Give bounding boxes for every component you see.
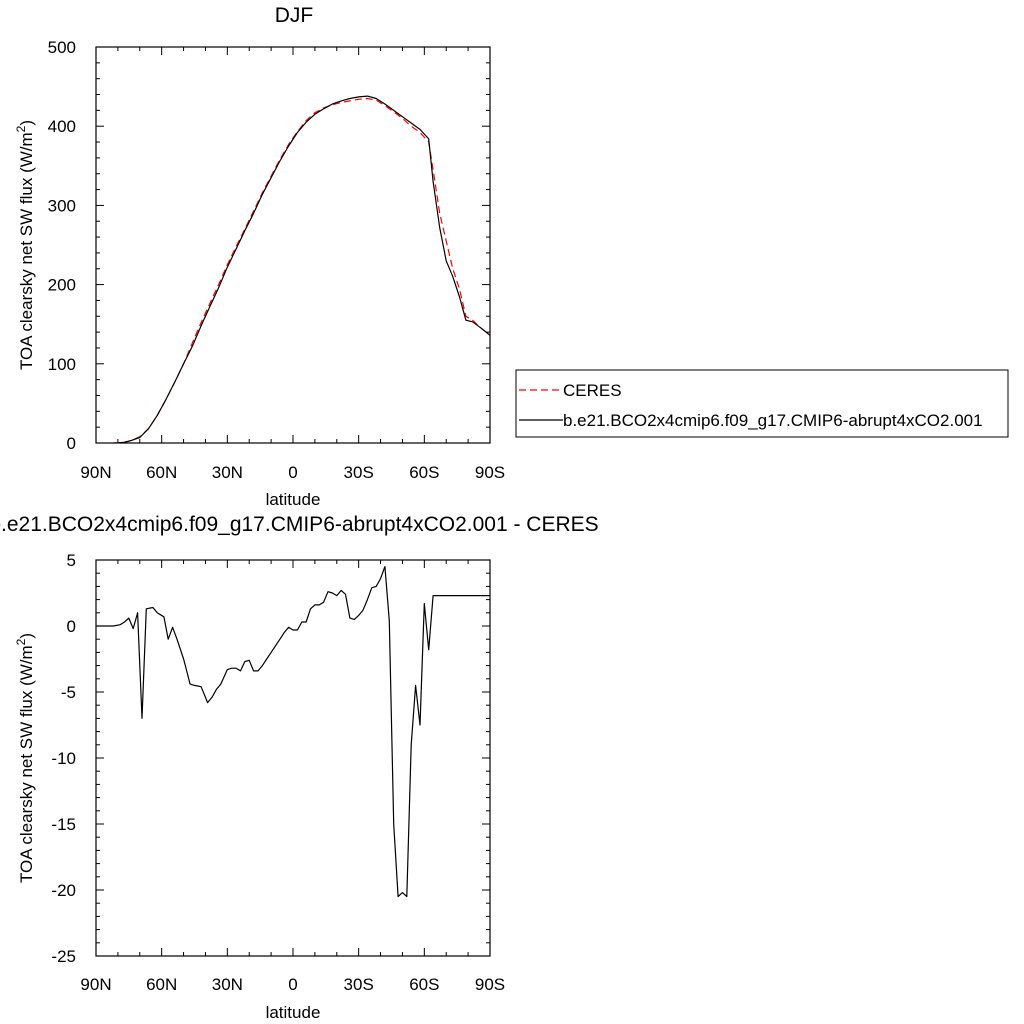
x-tick-label: 30S xyxy=(344,463,374,482)
y-axis-title-main: TOA clearsky net SW flux (W/m xyxy=(17,645,36,883)
x-tick-label: 60S xyxy=(409,975,439,994)
legend-box xyxy=(515,369,1009,438)
y-tick-label: 200 xyxy=(48,276,76,295)
x-tick-label: 30N xyxy=(212,975,243,994)
x-tick-label: 30N xyxy=(212,463,243,482)
chart-title: b.e21.BCO2x4cmip6.f09_g17.CMIP6-abrupt4x… xyxy=(0,513,599,536)
y-axis-title-sup: 2 xyxy=(14,638,28,645)
y-tick-label: 100 xyxy=(48,355,76,374)
y-tick-label: 500 xyxy=(48,38,76,57)
plot-frame xyxy=(95,46,491,444)
x-tick-label: 60S xyxy=(409,463,439,482)
y-tick-label: 5 xyxy=(67,551,76,570)
y-axis-title-end: ) xyxy=(17,120,36,126)
y-axis-title-sup: 2 xyxy=(14,125,28,132)
legend-label: b.e21.BCO2x4cmip6.f09_g17.CMIP6-abrupt4x… xyxy=(563,411,983,430)
y-axis-title: TOA clearsky net SW flux (W/m2) xyxy=(14,633,36,883)
series-line-ceres xyxy=(113,97,490,443)
y-tick-label: 0 xyxy=(67,617,76,636)
y-axis-title-main: TOA clearsky net SW flux (W/m xyxy=(17,132,36,370)
series-line-model xyxy=(113,95,490,443)
y-tick-label: -25 xyxy=(51,947,76,966)
legend-label: CERES xyxy=(563,381,622,400)
top-panel: DJF 90N 60N 30N 0 30S 60S 90S 0 100 200 300 400 500 la… xyxy=(14,4,505,509)
x-tick-label: 60N xyxy=(146,975,177,994)
y-tick-label: -10 xyxy=(51,749,76,768)
x-tick-label: 90S xyxy=(475,463,505,482)
bottom-panel: b.e21.BCO2x4cmip6.f09_g17.CMIP6-abrupt4x… xyxy=(0,513,599,1022)
y-tick-label: 0 xyxy=(67,434,76,453)
y-tick-label: 400 xyxy=(48,117,76,136)
x-tick-label: 30S xyxy=(344,975,374,994)
x-axis-title: latitude xyxy=(266,1003,321,1022)
x-tick-label: 60N xyxy=(146,463,177,482)
series-line-difference xyxy=(96,565,490,898)
y-tick-label: 300 xyxy=(48,196,76,215)
chart-title: DJF xyxy=(275,4,314,27)
x-tick-label: 0 xyxy=(288,463,297,482)
x-tick-label: 90S xyxy=(475,975,505,994)
y-tick-label: -20 xyxy=(51,881,76,900)
y-axis-title-end: ) xyxy=(17,633,36,639)
x-tick-label: 90N xyxy=(80,463,111,482)
y-tick-label: -15 xyxy=(51,815,76,834)
legend: CERES b.e21.BCO2x4cmip6.f09_g17.CMIP6-abr… xyxy=(515,369,1009,438)
x-tick-label: 90N xyxy=(80,975,111,994)
x-axis-title: latitude xyxy=(266,490,321,509)
y-axis-title: TOA clearsky net SW flux (W/m2) xyxy=(14,120,36,370)
y-tick-label: -5 xyxy=(61,683,76,702)
x-tick-label: 0 xyxy=(288,975,297,994)
